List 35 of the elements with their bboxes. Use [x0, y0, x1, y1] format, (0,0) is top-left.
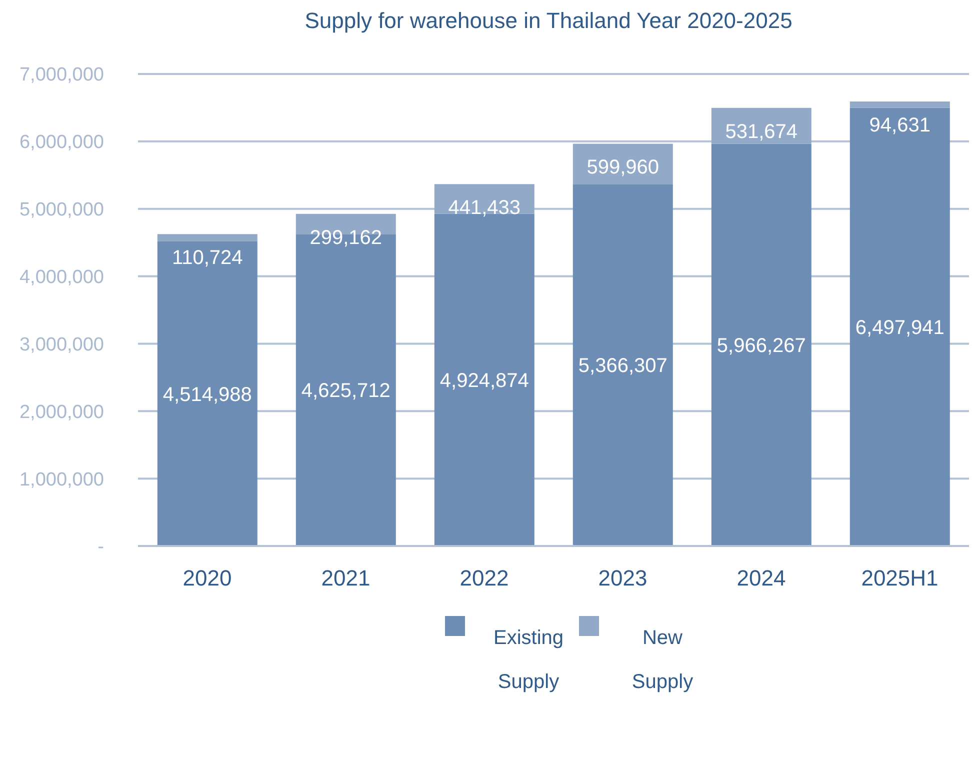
data-label: 531,674 — [725, 120, 798, 143]
y-tick-label: 4,000,000 — [19, 267, 104, 288]
y-tick-label: 6,000,000 — [19, 132, 104, 154]
chart-title: Supply for warehouse in Thailand Year 2020-2025 — [304, 8, 794, 34]
x-tick-label: 2023 — [598, 566, 648, 591]
bar — [157, 242, 258, 546]
y-tick-label: 1,000,000 — [19, 469, 104, 490]
bar — [711, 144, 812, 546]
x-tick-label: 2024 — [736, 566, 786, 591]
bar — [850, 101, 950, 108]
bar — [157, 234, 258, 242]
x-tick-label: 2022 — [460, 566, 509, 591]
y-tick-label: 3,000,000 — [19, 334, 104, 356]
y-tick-label: 2,000,000 — [19, 402, 104, 423]
data-label: 5,966,267 — [716, 334, 806, 357]
data-label: 6,497,941 — [855, 316, 944, 339]
bar — [850, 108, 950, 546]
data-label: 5,366,307 — [578, 355, 668, 378]
data-label: 299,162 — [310, 226, 382, 249]
data-label: 441,433 — [448, 197, 521, 220]
y-tick-label: 7,000,000 — [19, 64, 104, 86]
data-label: 4,625,712 — [301, 380, 390, 402]
data-label: 110,724 — [172, 247, 243, 270]
legend-label: New Supply — [630, 626, 694, 695]
data-label: 4,924,874 — [440, 370, 529, 392]
x-tick-label: 2020 — [182, 566, 232, 591]
x-tick-label: 2021 — [321, 566, 370, 591]
data-label: 4,514,988 — [162, 384, 252, 406]
y-tick-label: 5,000,000 — [19, 200, 104, 221]
data-label: 599,960 — [586, 156, 660, 179]
x-tick-label: 2025H1 — [861, 566, 938, 591]
bar — [572, 184, 673, 546]
legend-label: Existing Supply — [492, 626, 565, 695]
data-label: 94,631 — [869, 114, 930, 136]
y-tick-label: - — [98, 536, 104, 558]
